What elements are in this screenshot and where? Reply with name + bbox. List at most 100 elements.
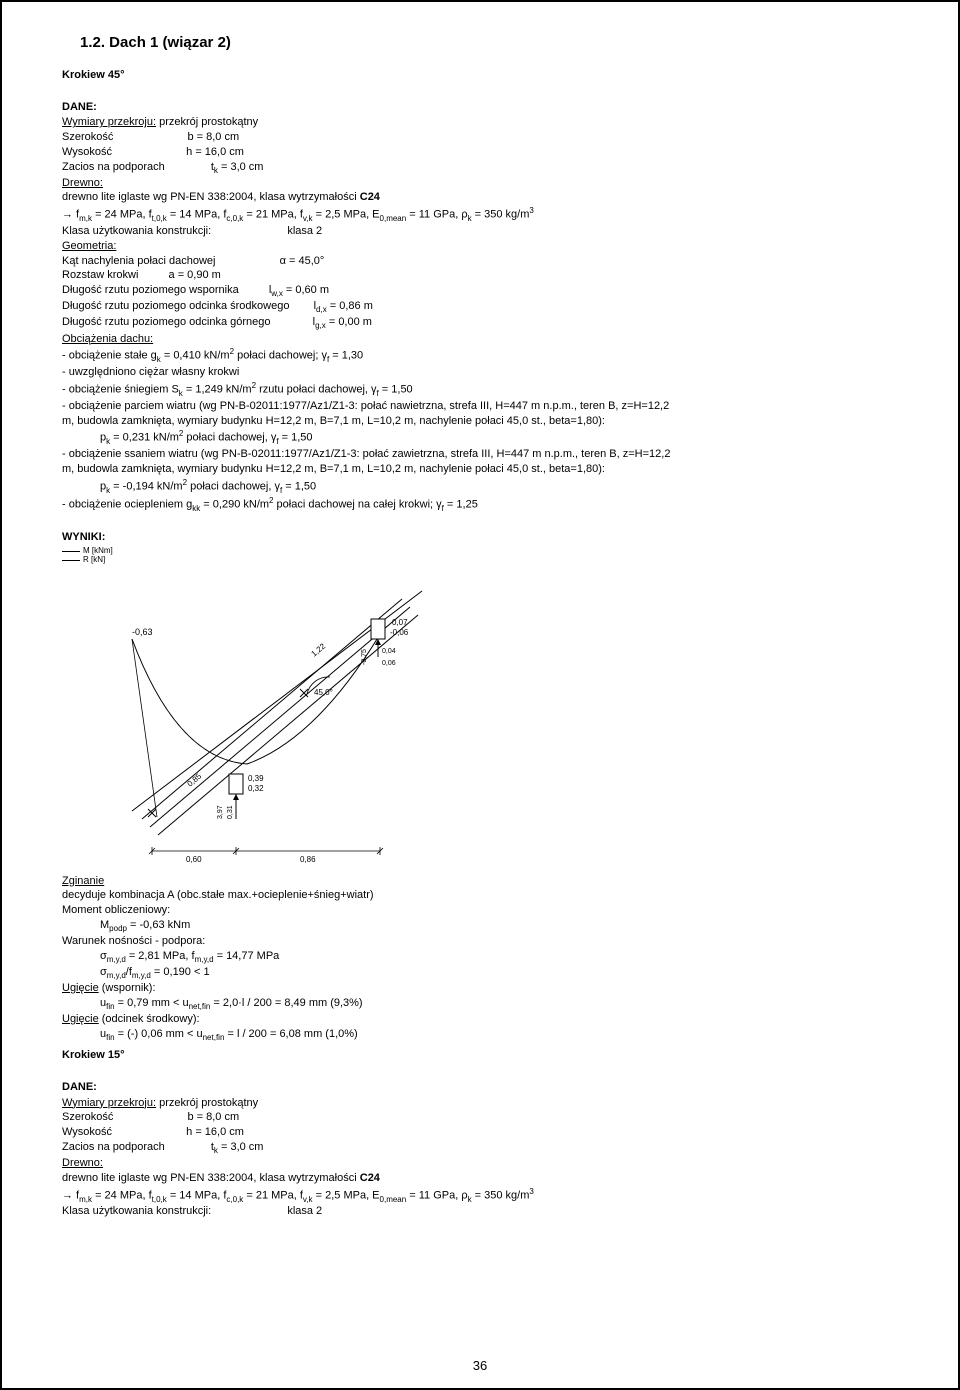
krokiew15-title: Krokiew 15° [62, 1049, 916, 1063]
klasa-label: Klasa użytkowania konstrukcji: [62, 225, 211, 237]
wysokosc-row-15: Wysokość h = 16,0 cm [62, 1126, 916, 1140]
war-label: Warunek nośności - podpora: [62, 935, 916, 949]
svg-text:3,97: 3,97 [217, 805, 224, 819]
dl-srod-label: Długość rzutu poziomego odcinka środkowe… [62, 300, 289, 312]
wymiary-label-15: Wymiary przekroju: [62, 1097, 156, 1109]
svg-text:0,31: 0,31 [227, 805, 234, 819]
dane-label: DANE: [62, 101, 916, 115]
ug-srod-paren: (odcinek środkowy): [99, 1013, 200, 1025]
svg-text:-0,06: -0,06 [390, 628, 409, 637]
szerokosc-row-15: Szerokość b = 8,0 cm [62, 1111, 916, 1125]
dl-wspornik-val: lw,x = 0,60 m [269, 284, 329, 296]
ug-srod-row: Ugięcie (odcinek środkowy): [62, 1013, 916, 1027]
zacios-label: Zacios na podporach [62, 161, 165, 173]
ug-srod-label: Ugięcie [62, 1013, 99, 1025]
szerokosc-label-15: Szerokość [62, 1111, 113, 1123]
legend-line-icon [62, 551, 80, 552]
moment-val: Mpodp = -0,63 kNm [100, 919, 916, 934]
drewno-row: Drewno: [62, 177, 916, 191]
szerokosc-val-15: b = 8,0 cm [187, 1111, 239, 1123]
dl-gor-label: Długość rzutu poziomego odcinka górnego [62, 316, 271, 328]
obc-ociep: - obciążenie ociepleniem gkk = 0,290 kN/… [62, 496, 916, 514]
wymiary-desc-15: przekrój prostokątny [156, 1097, 258, 1109]
ug-wsp-row: Ugięcie (wspornik): [62, 982, 916, 996]
svg-text:0,39: 0,39 [248, 774, 264, 783]
obc-ciez: - uwzględniono ciężar własny krokwi [62, 366, 916, 380]
dl-srod-val: ld,x = 0,86 m [314, 300, 373, 312]
obc-row: Obciążenia dachu: [62, 333, 916, 347]
dane-label-15: DANE: [62, 1081, 916, 1095]
svg-text:0,04: 0,04 [382, 648, 396, 655]
kat-row: Kąt nachylenia połaci dachowej α = 45,0° [62, 255, 916, 269]
dl-wspornik-row: Długość rzutu poziomego wspornika lw,x =… [62, 284, 916, 299]
klasa-row: Klasa użytkowania konstrukcji: klasa 2 [62, 225, 916, 239]
drewno-desc-row-15: drewno lite iglaste wg PN-EN 338:2004, k… [62, 1172, 916, 1186]
krokiew45-title: Krokiew 45° [62, 69, 916, 83]
svg-text:0,32: 0,32 [248, 784, 264, 793]
ug-srod-val: ufin = (-) 0,06 mm < unet,fin = l / 200 … [100, 1028, 916, 1043]
wysokosc-val: h = 16,0 cm [186, 146, 244, 158]
zginanie-komb: decyduje kombinacja A (obc.stałe max.+oc… [62, 889, 916, 903]
drewno-desc-row: drewno lite iglaste wg PN-EN 338:2004, k… [62, 191, 916, 205]
klasa-val-15: klasa 2 [287, 1205, 322, 1217]
angle-label: 45,0° [314, 688, 333, 697]
wysokosc-row: Wysokość h = 16,0 cm [62, 146, 916, 160]
wyniki-label: WYNIKI: [62, 531, 916, 545]
legend-line-icon [62, 560, 80, 561]
szerokosc-label: Szerokość [62, 131, 113, 143]
war-line2: σm,y,d/fm,y,d = 0,190 < 1 [100, 966, 916, 981]
drewno-desc-15: drewno lite iglaste wg PN-EN 338:2004, k… [62, 1172, 360, 1184]
ug-wsp-val: ufin = 0,79 mm < unet,fin = 2,0·l / 200 … [100, 997, 916, 1012]
legend-r: R [kN] [83, 556, 105, 565]
obc-ssanie2: m, budowla zamknięta, wymiary budynku H=… [62, 463, 916, 477]
obc-parcie1: - obciążenie parciem wiatru (wg PN-B-020… [62, 400, 916, 414]
obc-ssanie1: - obciążenie ssaniem wiatru (wg PN-B-020… [62, 448, 916, 462]
drewno-label-15: Drewno: [62, 1157, 103, 1169]
klasa-val: klasa 2 [287, 225, 322, 237]
dim-left: 0,60 [186, 855, 202, 864]
moment-left-label: -0,63 [132, 627, 153, 637]
zacios-row-15: Zacios na podporach tk = 3,0 cm [62, 1141, 916, 1156]
dl-wspornik-label: Długość rzutu poziomego wspornika [62, 284, 239, 296]
obc-ssanie3: pk = -0,194 kN/m2 połaci dachowej, γf = … [100, 478, 916, 496]
zginanie-row: Zginanie [62, 875, 916, 889]
drewno-row-15: Drewno: [62, 1157, 916, 1171]
page: 1.2. Dach 1 (wiązar 2) Krokiew 45° DANE:… [0, 0, 960, 1390]
geometria-label: Geometria: [62, 240, 116, 252]
obc-label: Obciążenia dachu: [62, 333, 153, 345]
ug-wsp-label: Ugięcie [62, 982, 99, 994]
ug-wsp-paren: (wspornik): [99, 982, 156, 994]
zginanie-label: Zginanie [62, 875, 104, 887]
svg-text:0,07: 0,07 [392, 618, 408, 627]
wymiary-row-15: Wymiary przekroju: przekrój prostokątny [62, 1097, 916, 1111]
drewno-label: Drewno: [62, 177, 103, 189]
wymiary-label: Wymiary przekroju: [62, 116, 156, 128]
kat-label: Kąt nachylenia połaci dachowej [62, 255, 216, 267]
rozstaw-row: Rozstaw krokwi a = 0,90 m [62, 269, 916, 283]
dl-srod-row: Długość rzutu poziomego odcinka środkowe… [62, 300, 916, 315]
war-line1: σm,y,d = 2,81 MPa, fm,y,d = 14,77 MPa [100, 950, 916, 965]
dl-gor-val: lg,x = 0,00 m [313, 316, 372, 328]
rozstaw-label: Rozstaw krokwi [62, 269, 138, 281]
obc-parcie3: pk = 0,231 kN/m2 połaci dachowej, γf = 1… [100, 429, 916, 447]
wysokosc-label-15: Wysokość [62, 1126, 112, 1138]
szerokosc-row: Szerokość b = 8,0 cm [62, 131, 916, 145]
drewno-desc: drewno lite iglaste wg PN-EN 338:2004, k… [62, 191, 360, 203]
legend: M [kNm] R [kN] [62, 547, 916, 565]
zacios-label-15: Zacios na podporach [62, 1141, 165, 1153]
svg-text:1,22: 1,22 [310, 641, 328, 658]
props-formula: → fm,k = 24 MPa, ft,0,k = 14 MPa, fc,0,k… [62, 206, 916, 224]
klasa-label-15: Klasa użytkowania konstrukcji: [62, 1205, 211, 1217]
wymiary-row: Wymiary przekroju: przekrój prostokątny [62, 116, 916, 130]
zacios-val: tk = 3,0 cm [211, 161, 264, 173]
moment-label: Moment obliczeniowy: [62, 904, 916, 918]
dim-right: 0,86 [300, 855, 316, 864]
beam-moment-diagram: -0,63 0,07 -0,06 0,04 -0,75 0,06 45,0° [82, 569, 442, 869]
rozstaw-val: a = 0,90 m [169, 269, 221, 281]
obc-snieg: - obciążenie śniegiem Sk = 1,249 kN/m2 r… [62, 381, 916, 399]
wysokosc-val-15: h = 16,0 cm [186, 1126, 244, 1138]
wysokosc-label: Wysokość [62, 146, 112, 158]
zacios-val-15: tk = 3,0 cm [211, 1141, 264, 1153]
svg-text:0,06: 0,06 [382, 660, 396, 667]
wymiary-desc: przekrój prostokątny [156, 116, 258, 128]
